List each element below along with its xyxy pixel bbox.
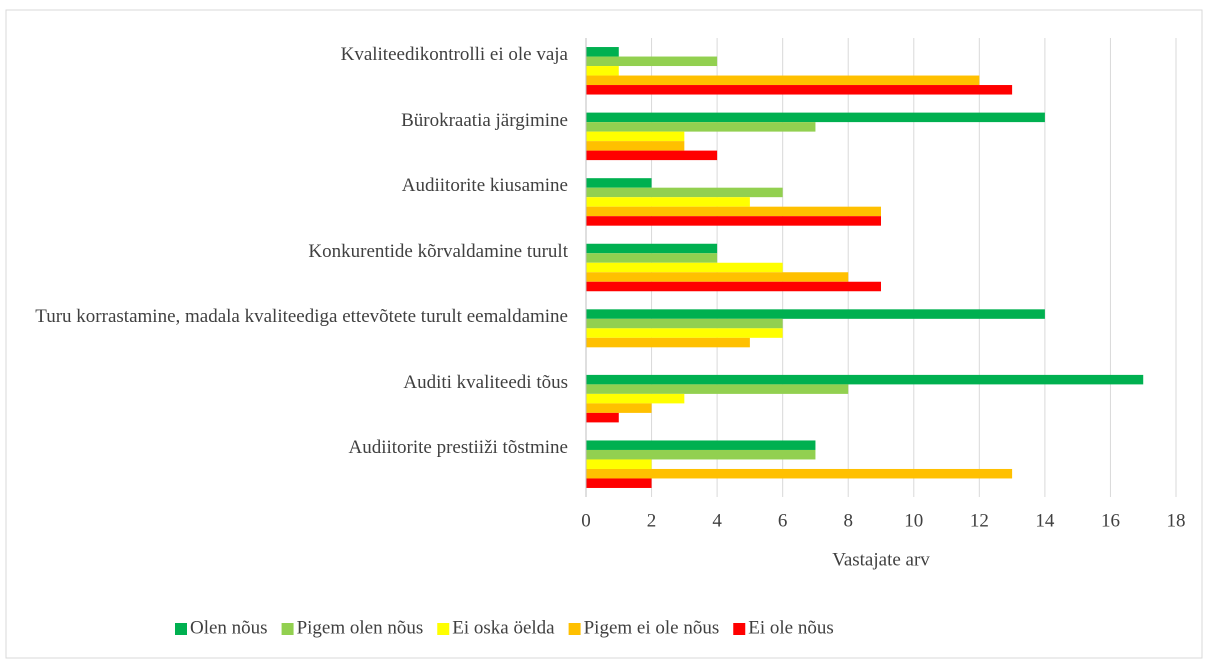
bar	[586, 85, 1013, 95]
x-tick-label: 16	[1101, 510, 1120, 531]
x-tick-label: 0	[581, 510, 591, 531]
bar	[586, 243, 718, 254]
x-tick-label: 14	[1035, 510, 1055, 531]
bar	[586, 272, 849, 282]
bar	[586, 412, 619, 423]
bar	[586, 47, 619, 57]
bar	[586, 253, 718, 263]
category-label: Konkurentide kõrvaldamine turult	[308, 240, 568, 262]
bar	[586, 318, 783, 329]
x-tick-label: 12	[970, 510, 989, 531]
legend-label: Ei ole nõus	[748, 617, 834, 638]
bar	[586, 178, 652, 188]
legend-swatch	[733, 623, 746, 635]
category-label: Audiitorite kiusamine	[401, 175, 568, 197]
legend-swatch	[437, 623, 450, 635]
x-tick-label: 4	[712, 510, 722, 531]
x-axis-title: Vastajate arv	[832, 549, 930, 570]
bar	[586, 216, 881, 226]
bar	[586, 262, 783, 273]
bar	[586, 309, 1045, 319]
bar	[586, 403, 652, 413]
bar	[586, 328, 783, 338]
category-label: Bürokraatia järgimine	[401, 109, 568, 131]
bar	[586, 112, 1045, 123]
bar	[586, 281, 881, 292]
bar	[586, 122, 816, 132]
category-label: Kvaliteedikontrolli ei ole vaja	[340, 44, 568, 66]
bar	[586, 393, 685, 404]
legend-label: Ei oska öelda	[452, 617, 555, 638]
bar	[586, 206, 881, 217]
bar	[586, 56, 718, 67]
bar	[586, 384, 849, 394]
legend-swatch	[175, 623, 187, 635]
bar	[586, 66, 619, 76]
x-tick-label: 10	[904, 510, 923, 531]
bar	[586, 337, 750, 348]
legend-swatch	[281, 623, 294, 635]
bar	[586, 197, 750, 207]
bar	[586, 440, 816, 450]
bar	[586, 141, 685, 151]
legend-label: Pigem olen nõus	[297, 617, 424, 638]
bar	[586, 75, 980, 86]
category-label: Auditi kvaliteedi tõus	[403, 371, 568, 393]
legend-swatch	[568, 623, 581, 635]
x-tick-label: 2	[647, 510, 657, 531]
category-label: Turu korrastamine, madala kvaliteediga e…	[35, 306, 568, 328]
x-tick-label: 8	[843, 510, 853, 531]
x-tick-label: 6	[778, 510, 788, 531]
bar	[586, 459, 652, 469]
bar	[586, 187, 783, 198]
bar	[586, 478, 652, 488]
legend-label: Olen nõus	[190, 617, 268, 638]
category-label: Audiitorite prestiiži tõstmine	[348, 437, 568, 459]
legend-label: Pigem ei ole nõus	[584, 617, 720, 638]
bar	[586, 468, 1013, 479]
bar	[586, 374, 1144, 385]
bar	[586, 150, 718, 161]
bar	[586, 449, 816, 460]
x-tick-label: 18	[1167, 510, 1186, 531]
bar	[586, 131, 685, 142]
